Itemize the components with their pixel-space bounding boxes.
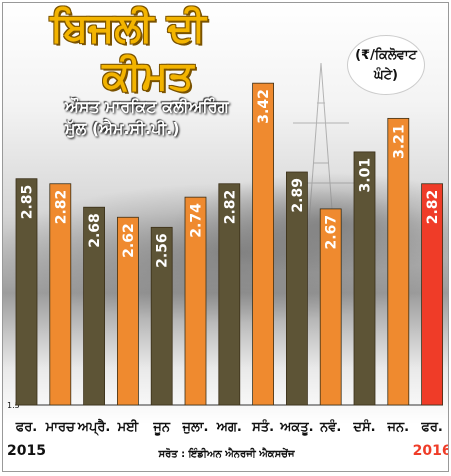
category-label-3: ਮਈ xyxy=(117,419,140,435)
bar-11 xyxy=(387,117,410,406)
category-label-7: ਸਤੰ. xyxy=(251,418,274,435)
bar-value-label-10: 3.01 xyxy=(358,158,374,193)
bar-8 xyxy=(285,171,308,406)
bar-5 xyxy=(184,196,207,406)
category-label-9: ਨਵੰ. xyxy=(319,418,341,435)
bar-9 xyxy=(319,208,342,406)
category-label-4: ਜੂਨ xyxy=(152,420,170,436)
category-label-10: ਦਸੰ. xyxy=(352,418,375,435)
category-label-12: ਫਰ. xyxy=(420,420,443,435)
year-label-0: 2015 xyxy=(7,443,46,459)
bar-value-label-0: 2.85 xyxy=(20,185,36,220)
bar-value-label-1: 2.82 xyxy=(53,190,69,225)
category-label-2: ਅਪ੍ਰੈ. xyxy=(77,418,111,436)
bar-value-label-9: 2.67 xyxy=(324,215,340,250)
bar-chart: 1.5 2.85 ਫਰ. 2.82 ਮਾਰਚ 2.68 ਅਪ੍ਰੈ. 2.62 ਮਈ 2.56 ਜ… xyxy=(7,82,449,459)
year-label-1: 2016 xyxy=(413,443,449,459)
unit-line-2: ਘੰਟੇ) xyxy=(374,68,398,83)
source-credit: ਸਰੋਤ : ਇੰਡੀਅਨ ਐਨਰਜੀ ਐਕਸਚੇਂਜ xyxy=(158,449,295,460)
bar-value-label-8: 2.89 xyxy=(290,178,306,213)
category-label-6: ਅਗ. xyxy=(216,420,242,435)
bar-value-label-5: 2.74 xyxy=(189,203,205,238)
bar-4 xyxy=(150,226,173,406)
bar-value-label-12: 2.82 xyxy=(425,190,441,225)
title-line-1: ਬਿਜਲੀ ਦੀ xyxy=(50,5,206,51)
unit-badge: (₹/ਕਿਲੋਵਾਟ ਘੰਟੇ) xyxy=(347,35,425,95)
bar-6 xyxy=(218,183,241,406)
bar-value-label-7: 3.42 xyxy=(256,89,272,124)
subtitle-line-2: ਮੁੱਲ (ਐਮ.ਸੀ.ਪੀ.) xyxy=(65,119,180,138)
bar-7 xyxy=(252,82,275,406)
bar-value-label-4: 2.56 xyxy=(155,233,171,268)
bar-1 xyxy=(49,183,72,406)
bar-value-label-3: 2.62 xyxy=(121,223,137,258)
bar-12 xyxy=(421,183,444,406)
bar-10 xyxy=(353,151,376,406)
unit-line-1: (₹/ਕਿਲੋਵਾਟ xyxy=(355,48,417,63)
category-label-11: ਜਨ. xyxy=(387,420,410,435)
bars: 2.85 ਫਰ. 2.82 ਮਾਰਚ 2.68 ਅਪ੍ਰੈ. 2.62 ਮਈ 2.56 ਜੂਨ 2.… xyxy=(7,82,449,459)
category-label-8: ਅਕਤੂ. xyxy=(279,420,313,436)
category-label-1: ਮਾਰਚ xyxy=(45,420,76,435)
bar-0 xyxy=(15,178,38,406)
category-label-5: ਜੁਲਾ. xyxy=(182,420,209,435)
y-axis-min-label: 1.5 xyxy=(7,401,20,410)
title-line-2: ਕੀਮਤ xyxy=(102,53,194,99)
category-label-0: ਫਰ. xyxy=(15,420,38,435)
bar-2 xyxy=(83,206,105,406)
subtitle-line-1: ਔਸਤ ਮਾਰਕਿਟ ਕਲੀਅਰਿੰਗ xyxy=(65,97,229,116)
bar-value-label-11: 3.21 xyxy=(391,124,407,159)
bar-value-label-2: 2.68 xyxy=(87,213,103,248)
bar-value-label-6: 2.82 xyxy=(222,190,238,225)
bar-3 xyxy=(117,216,139,406)
infographic: ਬਿਜਲੀ ਦੀ ਕੀਮਤ ਔਸਤ ਮਾਰਕਿਟ ਕਲੀਅਰਿੰਗ ਮੁੱਲ (… xyxy=(2,2,449,472)
